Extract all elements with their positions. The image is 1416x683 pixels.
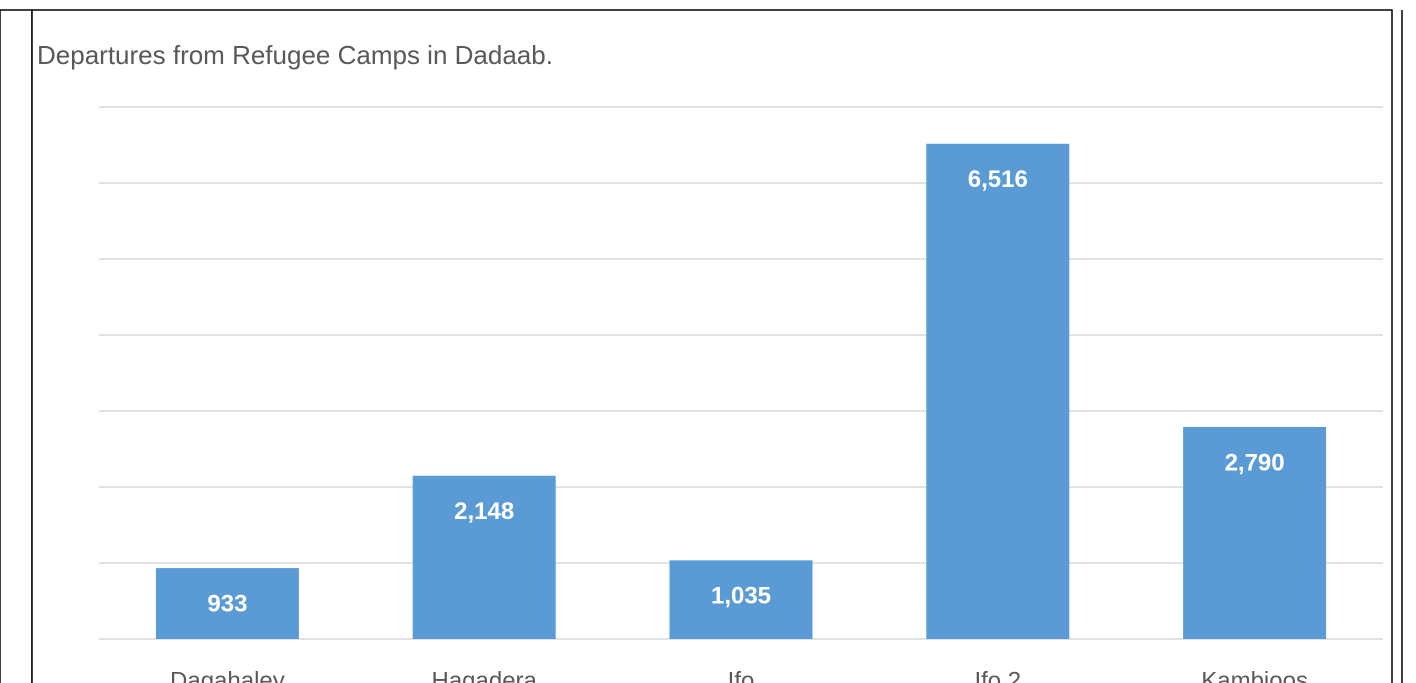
side-panel xyxy=(0,9,33,683)
data-label: 2,790 xyxy=(1225,449,1285,476)
x-tick-label: Hagadera xyxy=(431,667,537,683)
chart-title: Departures from Refugee Camps in Dadaab. xyxy=(37,40,553,70)
x-tick-label: Ifo 2 xyxy=(974,667,1021,683)
data-label: 6,516 xyxy=(968,166,1028,193)
data-label: 933 xyxy=(207,590,247,617)
bar xyxy=(669,560,813,639)
bar xyxy=(155,568,299,639)
bar xyxy=(412,475,556,639)
bar xyxy=(1183,426,1327,639)
x-tick-label: Ifo xyxy=(728,667,755,683)
x-tick-label: Kambioos xyxy=(1201,667,1308,683)
bar xyxy=(926,143,1070,639)
x-tick-label: Dagahaley xyxy=(170,667,285,683)
data-label: 2,148 xyxy=(454,498,514,525)
data-label: 1,035 xyxy=(711,583,771,610)
